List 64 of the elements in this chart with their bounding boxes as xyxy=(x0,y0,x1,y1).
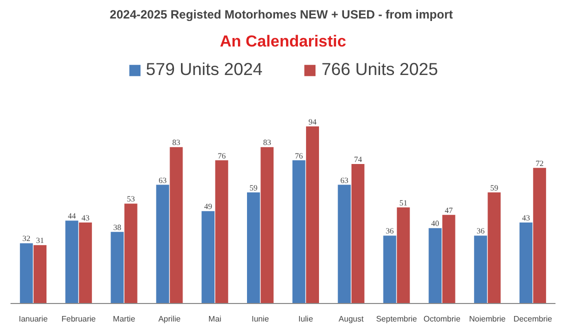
data-label: 59 xyxy=(249,183,258,192)
x-tick-label: August xyxy=(338,314,364,324)
x-tick-label: Ianuarie xyxy=(18,314,48,324)
legend-label: 579 Units 2024 xyxy=(146,59,262,80)
data-label: 59 xyxy=(490,183,498,192)
data-label: 43 xyxy=(522,213,530,222)
data-label: 36 xyxy=(476,226,485,236)
bar xyxy=(351,164,364,304)
data-label: 76 xyxy=(294,151,303,160)
data-label: 63 xyxy=(340,176,348,185)
bar xyxy=(338,184,351,304)
data-label: 83 xyxy=(263,138,272,148)
bar xyxy=(520,222,532,304)
bar xyxy=(156,184,170,304)
bar xyxy=(474,236,488,304)
data-label: 83 xyxy=(172,138,180,148)
bar xyxy=(65,220,78,304)
bar xyxy=(260,147,274,304)
x-tick-label: Iunie xyxy=(252,314,270,324)
bar xyxy=(383,236,396,304)
data-label: 63 xyxy=(158,176,167,185)
bar xyxy=(170,147,183,304)
bar xyxy=(533,168,546,304)
bar xyxy=(110,232,124,304)
bar xyxy=(124,204,138,304)
data-label: 49 xyxy=(204,202,212,212)
bar xyxy=(292,160,306,304)
bar xyxy=(488,192,501,304)
bar xyxy=(306,126,319,304)
data-label: 76 xyxy=(218,151,226,160)
bar xyxy=(442,214,456,304)
data-label: 31 xyxy=(36,236,44,246)
data-label: 32 xyxy=(22,234,30,244)
bar xyxy=(247,192,260,304)
data-label: 47 xyxy=(444,206,453,215)
data-label: 38 xyxy=(113,222,122,232)
bar xyxy=(78,222,92,304)
data-label: 40 xyxy=(431,219,440,228)
bar xyxy=(202,211,215,304)
chart-subtitle: An Calendaristic xyxy=(220,34,346,50)
data-label: 94 xyxy=(308,117,317,126)
bar xyxy=(428,228,442,304)
bar xyxy=(20,243,33,304)
x-tick-label: Mai xyxy=(208,314,222,324)
x-tick-label: Septembrie xyxy=(376,314,418,324)
x-tick-label: Aprilie xyxy=(158,314,182,324)
legend-label: 766 Units 2025 xyxy=(322,59,438,80)
x-tick-label: Iulie xyxy=(298,314,314,324)
data-label: 44 xyxy=(68,212,76,221)
chart-title: 2024-2025 Registed Motorhomes NEW + USED - from import xyxy=(110,8,453,22)
x-tick-label: Octombrie xyxy=(424,314,461,324)
data-label: 72 xyxy=(536,158,544,168)
data-label: 36 xyxy=(386,226,394,236)
data-label: 51 xyxy=(399,198,408,208)
x-tick-label: Februarie xyxy=(62,314,96,324)
data-label: 53 xyxy=(126,194,135,204)
x-tick-label: Noiembrie xyxy=(469,314,506,324)
data-label: 43 xyxy=(81,213,90,222)
data-label: 74 xyxy=(354,155,362,164)
x-tick-label: Decembrie xyxy=(513,314,553,324)
bar xyxy=(215,160,228,304)
bar xyxy=(34,245,46,304)
x-tick-label: Martie xyxy=(112,314,136,324)
bar xyxy=(396,207,410,304)
